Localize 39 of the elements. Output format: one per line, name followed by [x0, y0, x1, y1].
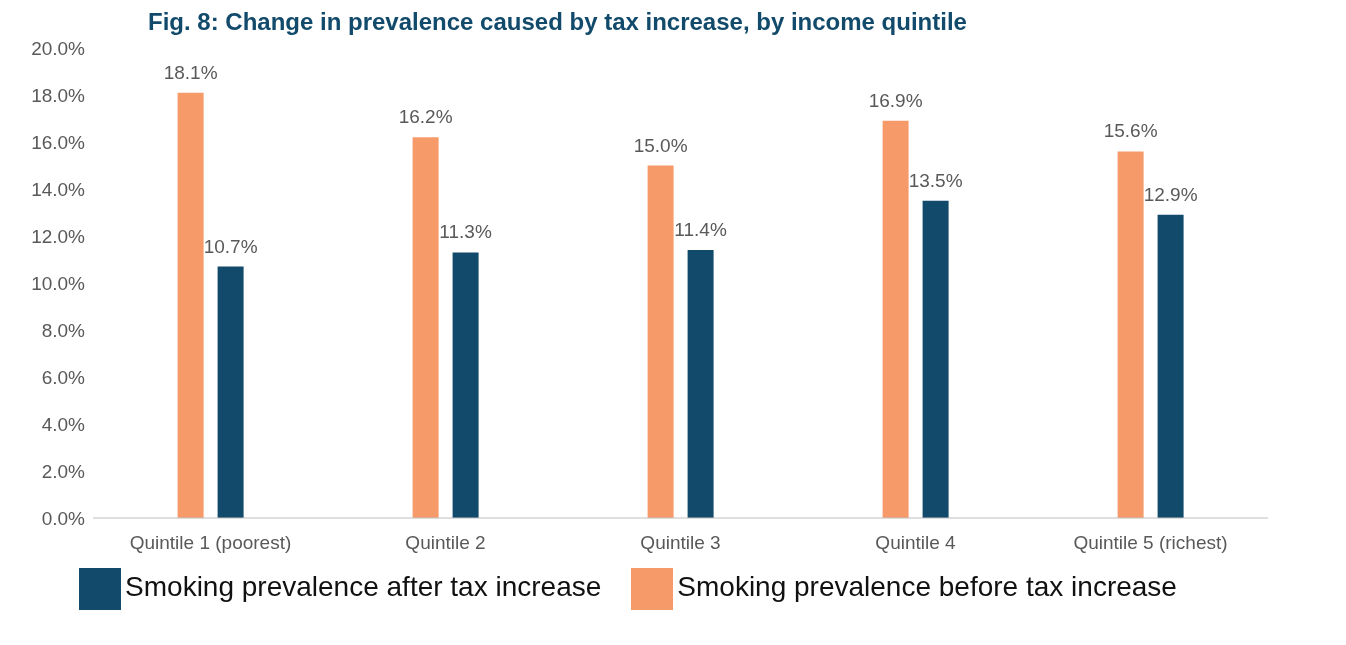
y-tick-label: 12.0%	[31, 225, 86, 247]
x-tick-label: Quintile 1 (poorest)	[129, 532, 292, 554]
data-label: 16.2%	[398, 106, 453, 128]
y-tick-label: 14.0%	[31, 178, 86, 200]
data-label: 15.6%	[1103, 120, 1158, 142]
y-tick-label: 4.0%	[41, 413, 86, 435]
y-tick-label: 10.0%	[31, 272, 86, 294]
data-label: 13.5%	[908, 169, 963, 191]
data-label: 10.7%	[203, 235, 258, 257]
bar	[177, 92, 204, 518]
y-tick-label: 6.0%	[41, 366, 86, 388]
y-tick-label: 16.0%	[31, 131, 86, 153]
bar	[687, 250, 714, 518]
x-tick-label: Quintile 5 (richest)	[1073, 532, 1228, 554]
data-label: 12.9%	[1143, 183, 1198, 205]
bar	[217, 266, 244, 518]
bar	[412, 137, 439, 518]
bar	[647, 165, 674, 518]
bar	[1117, 151, 1144, 518]
x-tick-label: Quintile 4	[875, 532, 957, 554]
y-tick-label: 8.0%	[41, 319, 86, 341]
y-tick-label: 0.0%	[41, 507, 86, 529]
y-tick-label: 20.0%	[31, 37, 86, 59]
data-label: 11.3%	[439, 221, 492, 243]
data-label: 18.1%	[163, 61, 218, 83]
y-tick-label: 18.0%	[31, 84, 86, 106]
x-tick-label: Quintile 2	[405, 532, 486, 554]
y-tick-label: 2.0%	[41, 460, 86, 482]
bar	[452, 252, 479, 518]
legend-label: Smoking prevalence before tax increase	[677, 571, 1177, 603]
legend-label: Smoking prevalence after tax increase	[125, 571, 602, 603]
data-label: 11.4%	[674, 219, 727, 241]
data-label: 15.0%	[633, 134, 688, 156]
bar	[1157, 214, 1184, 518]
bar	[882, 120, 909, 518]
chart-title: Fig. 8: Change in prevalence caused by tax increase, by income quintile	[147, 8, 968, 37]
bar	[922, 200, 949, 518]
data-label: 16.9%	[868, 89, 923, 111]
x-tick-label: Quintile 3	[640, 532, 721, 554]
